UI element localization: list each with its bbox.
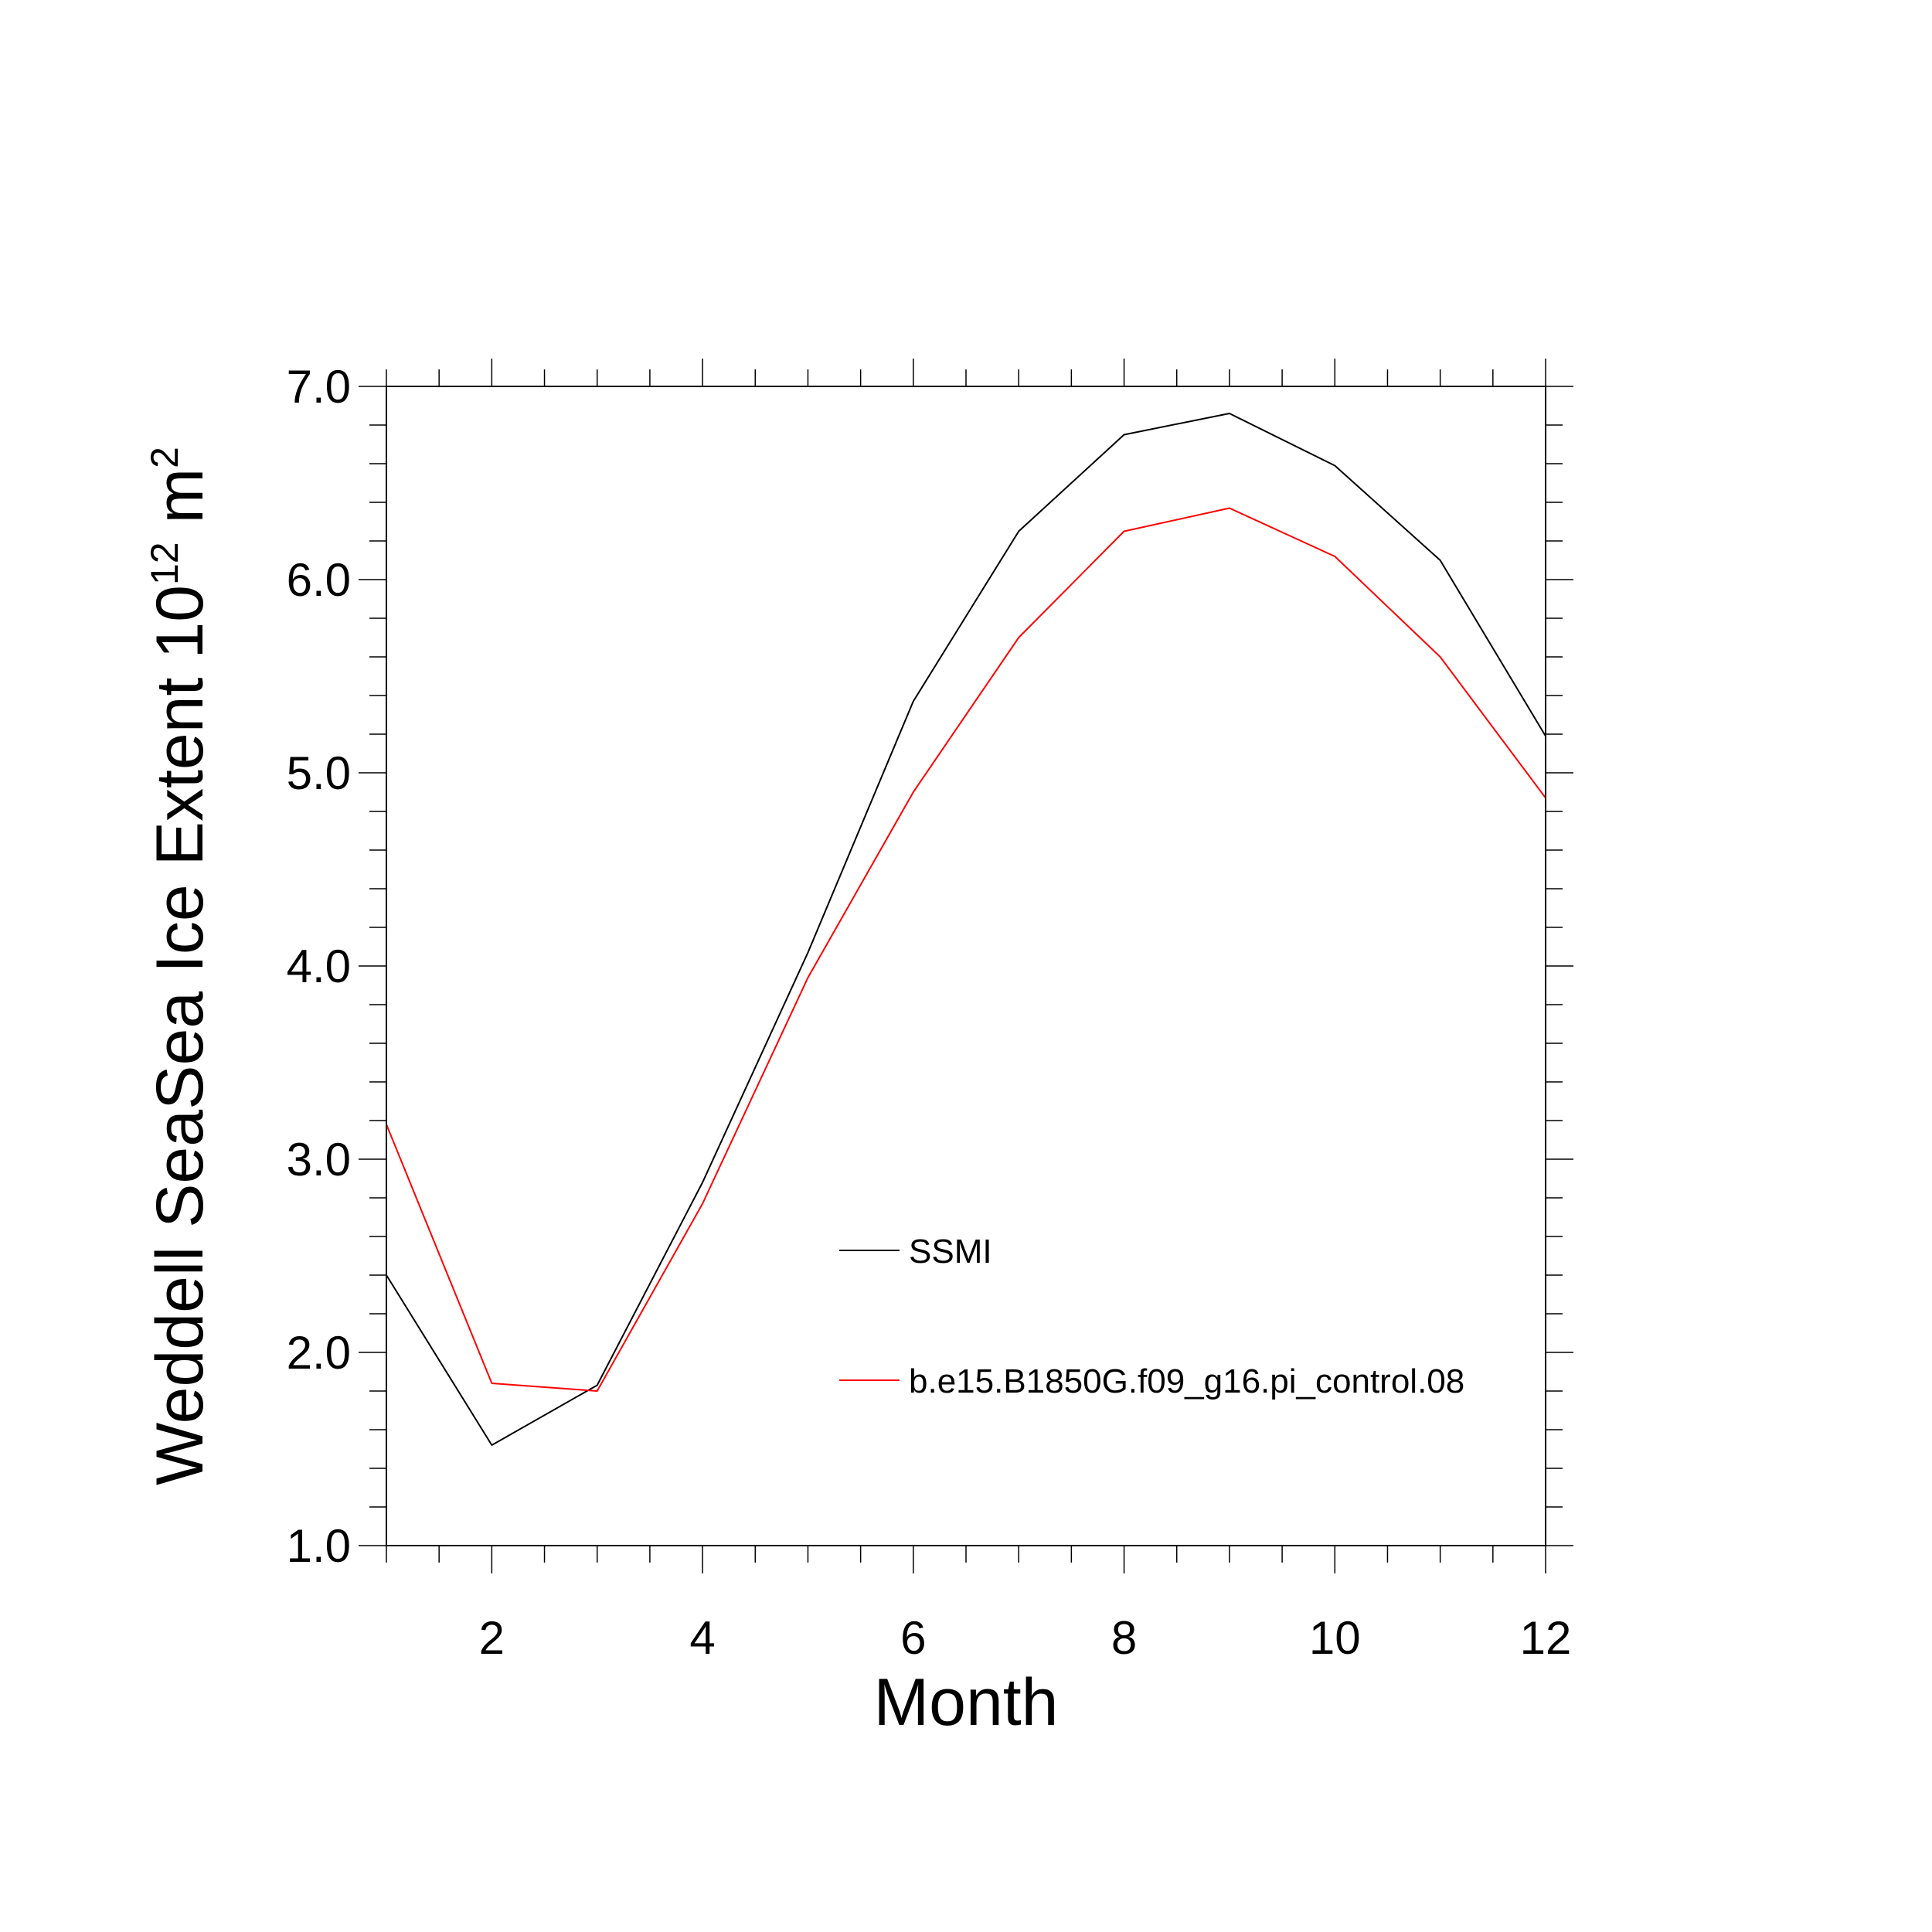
y-tick-label: 2.0 [287, 1327, 351, 1379]
legend-label-model: b.e15.B1850G.f09_g16.pi_control.08 [909, 1362, 1464, 1400]
x-axis-title: Month [873, 1665, 1058, 1740]
tick-marks [359, 359, 1573, 1573]
y-axis-title-unit: m [143, 468, 217, 543]
x-tick-label: 12 [1520, 1612, 1572, 1664]
series-line-model [386, 507, 1546, 1392]
y-axis-title: Weddell SeaSea Ice Extent 1012 m2 [143, 447, 217, 1485]
legend-label-ssmi: SSMI [909, 1233, 992, 1270]
x-tick-label: 10 [1309, 1612, 1361, 1664]
x-tick-label: 2 [479, 1612, 505, 1664]
y-tick-label: 3.0 [287, 1134, 351, 1185]
y-tick-label: 6.0 [287, 554, 351, 606]
y-tick-labels: 1.0 2.0 3.0 4.0 5.0 6.0 7.0 [287, 361, 351, 1572]
y-axis-title-unit-exponent: 2 [143, 447, 186, 468]
series-lines [386, 413, 1546, 1446]
y-tick-label: 5.0 [287, 747, 351, 799]
legend: SSMI b.e15.B1850G.f09_g16.pi_control.08 [839, 1233, 1464, 1400]
x-tick-label: 8 [1111, 1612, 1137, 1664]
series-line-ssmi [386, 413, 1546, 1446]
x-tick-label: 6 [900, 1612, 926, 1664]
x-tick-labels: 2 4 6 8 10 12 [479, 1612, 1572, 1664]
x-tick-label: 4 [689, 1612, 715, 1664]
plot-frame [386, 386, 1546, 1546]
y-axis-title-text: Weddell SeaSea Ice Extent 10 [143, 585, 217, 1485]
y-tick-label: 7.0 [287, 361, 351, 413]
y-tick-label: 4.0 [287, 940, 351, 992]
y-tick-label: 1.0 [287, 1520, 351, 1572]
y-axis-title-exponent: 12 [143, 542, 186, 585]
